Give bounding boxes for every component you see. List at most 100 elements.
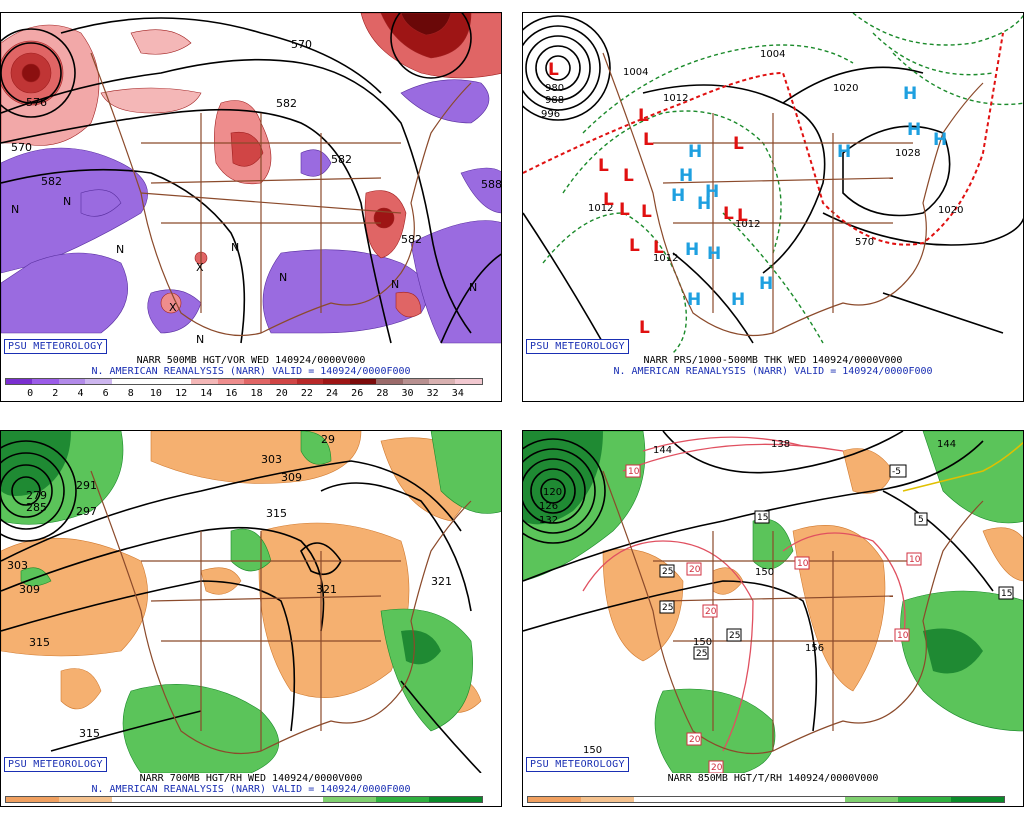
contour-label: 29 — [321, 433, 335, 446]
contour-label: 132 — [539, 515, 558, 526]
colorbar-swatch — [429, 379, 456, 384]
map-surface-pressure: 980 988 996 1004 1012 1004 1020 1028 101… — [523, 13, 1023, 353]
svg-text:10: 10 — [897, 631, 909, 641]
contour-label: 576 — [26, 96, 47, 109]
svg-text:L: L — [623, 166, 634, 186]
geographic-borders — [90, 52, 472, 337]
colorbar-swatch — [898, 797, 952, 802]
colorbar-tick: 16 — [225, 388, 238, 399]
colorbar-tick: 30 — [401, 388, 414, 399]
svg-text:H: H — [671, 186, 685, 206]
colorbar-swatch — [323, 379, 350, 384]
colorbar-tick: 34 — [451, 388, 464, 399]
colorbar-tick: 20 — [275, 388, 288, 399]
colorbar-tick: 6 — [102, 388, 109, 399]
svg-text:L: L — [629, 236, 640, 256]
panel-500mb-vorticity: 576 570 582 582 582 582 570 588 N N N N … — [0, 12, 502, 402]
svg-text:L: L — [639, 318, 650, 338]
low-pressure-markers: L L L L L L L L L L L L L L — [548, 60, 748, 338]
contour-label: 144 — [937, 439, 956, 450]
high-pressure-markers: H H H H H H H H H H H H H H — [671, 84, 947, 310]
height-contours — [1, 440, 482, 773]
isobar-label: 1012 — [735, 219, 760, 230]
colorbar-swatch — [429, 797, 483, 802]
colorbar-tick: 12 — [175, 388, 188, 399]
thickness-540-contour — [523, 32, 1004, 246]
contour-label: 582 — [41, 175, 62, 188]
contour-label: 321 — [431, 575, 452, 588]
svg-text:L: L — [603, 190, 614, 210]
thickness-label: 570 — [855, 237, 874, 248]
min-marker: N — [469, 281, 477, 294]
svg-text:10: 10 — [797, 559, 809, 569]
map-caption: NARR 700MB HGT/RH WED 140924/0000V000 — [139, 773, 363, 784]
svg-text:H: H — [697, 194, 711, 214]
map-valid-caption: N. AMERICAN REANALYSIS (NARR) VALID = 14… — [91, 784, 411, 795]
colorbar-swatch — [402, 379, 429, 384]
colorbar-tick: 4 — [77, 388, 84, 399]
colorbar-swatch — [270, 797, 324, 802]
colorbar-swatch — [296, 379, 324, 384]
isobar-label: 1004 — [623, 67, 648, 78]
svg-text:L: L — [653, 238, 664, 258]
colorbar-swatch — [739, 797, 793, 802]
contour-label: 120 — [543, 487, 562, 498]
psu-meteorology-badge: PSU METEOROLOGY — [526, 339, 629, 354]
psu-meteorology-badge: PSU METEOROLOGY — [526, 757, 629, 772]
colorbar-swatch — [951, 797, 1005, 802]
svg-text:H: H — [687, 290, 701, 310]
psu-meteorology-badge: PSU METEOROLOGY — [4, 339, 107, 354]
svg-text:L: L — [598, 156, 609, 176]
contour-label: 156 — [805, 643, 824, 654]
svg-text:15: 15 — [1001, 589, 1012, 599]
contour-label: 309 — [281, 471, 302, 484]
isobar-label: 996 — [541, 109, 560, 120]
colorbar-tick: 22 — [300, 388, 313, 399]
svg-text:25: 25 — [662, 567, 673, 577]
contour-label: 291 — [76, 479, 97, 492]
svg-text:H: H — [731, 290, 745, 310]
colorbar-swatch — [111, 379, 139, 384]
svg-text:H: H — [705, 182, 719, 202]
min-marker: N — [63, 195, 71, 208]
colorbar-swatch — [111, 797, 165, 802]
isobar-label: 1012 — [663, 93, 688, 104]
colorbar-swatch — [845, 797, 899, 802]
map-500mb-vorticity: 576 570 582 582 582 582 570 588 N N N N … — [1, 13, 501, 353]
very-moist-shading — [523, 431, 983, 674]
colorbar-swatch — [217, 797, 271, 802]
svg-text:H: H — [688, 142, 702, 162]
colorbar-tick: 32 — [426, 388, 439, 399]
max-marker: X — [196, 261, 204, 274]
contour-label: 303 — [261, 453, 282, 466]
colorbar-swatch — [633, 797, 687, 802]
svg-text:5: 5 — [918, 515, 924, 525]
svg-text:20: 20 — [689, 565, 701, 575]
svg-text:L: L — [638, 106, 649, 126]
contour-label: 315 — [29, 636, 50, 649]
min-marker: N — [279, 271, 287, 284]
panel-850mb-temperature-humidity: 144 138 144 132 126 120 150 150 156 150 … — [522, 430, 1024, 807]
svg-text:25: 25 — [696, 649, 707, 659]
contour-label: 144 — [653, 445, 672, 456]
map-valid-caption: N. AMERICAN REANALYSIS (NARR) VALID = 14… — [91, 366, 411, 377]
contour-label: 315 — [79, 727, 100, 740]
svg-text:L: L — [619, 200, 630, 220]
positive-vorticity-shading — [1, 13, 501, 318]
colorbar-tick: 28 — [376, 388, 389, 399]
svg-text:L: L — [733, 134, 744, 154]
colorbar-swatch — [376, 797, 430, 802]
isobar-label: 1020 — [833, 83, 858, 94]
colorbar-swatch — [164, 797, 218, 802]
colorbar-swatch — [32, 379, 59, 384]
contour-label: 285 — [26, 501, 47, 514]
map-caption: NARR 500MB HGT/VOR WED 140924/0000V000 — [136, 355, 366, 366]
colorbar-swatch — [455, 379, 482, 384]
svg-text:L: L — [723, 204, 734, 224]
colorbar-tick: 2 — [52, 388, 59, 399]
colorbar-swatch — [58, 797, 112, 802]
colorbar-swatch — [191, 379, 218, 384]
svg-text:20: 20 — [689, 735, 701, 745]
colorbar-swatch — [6, 797, 59, 802]
colorbar-swatch — [323, 797, 377, 802]
